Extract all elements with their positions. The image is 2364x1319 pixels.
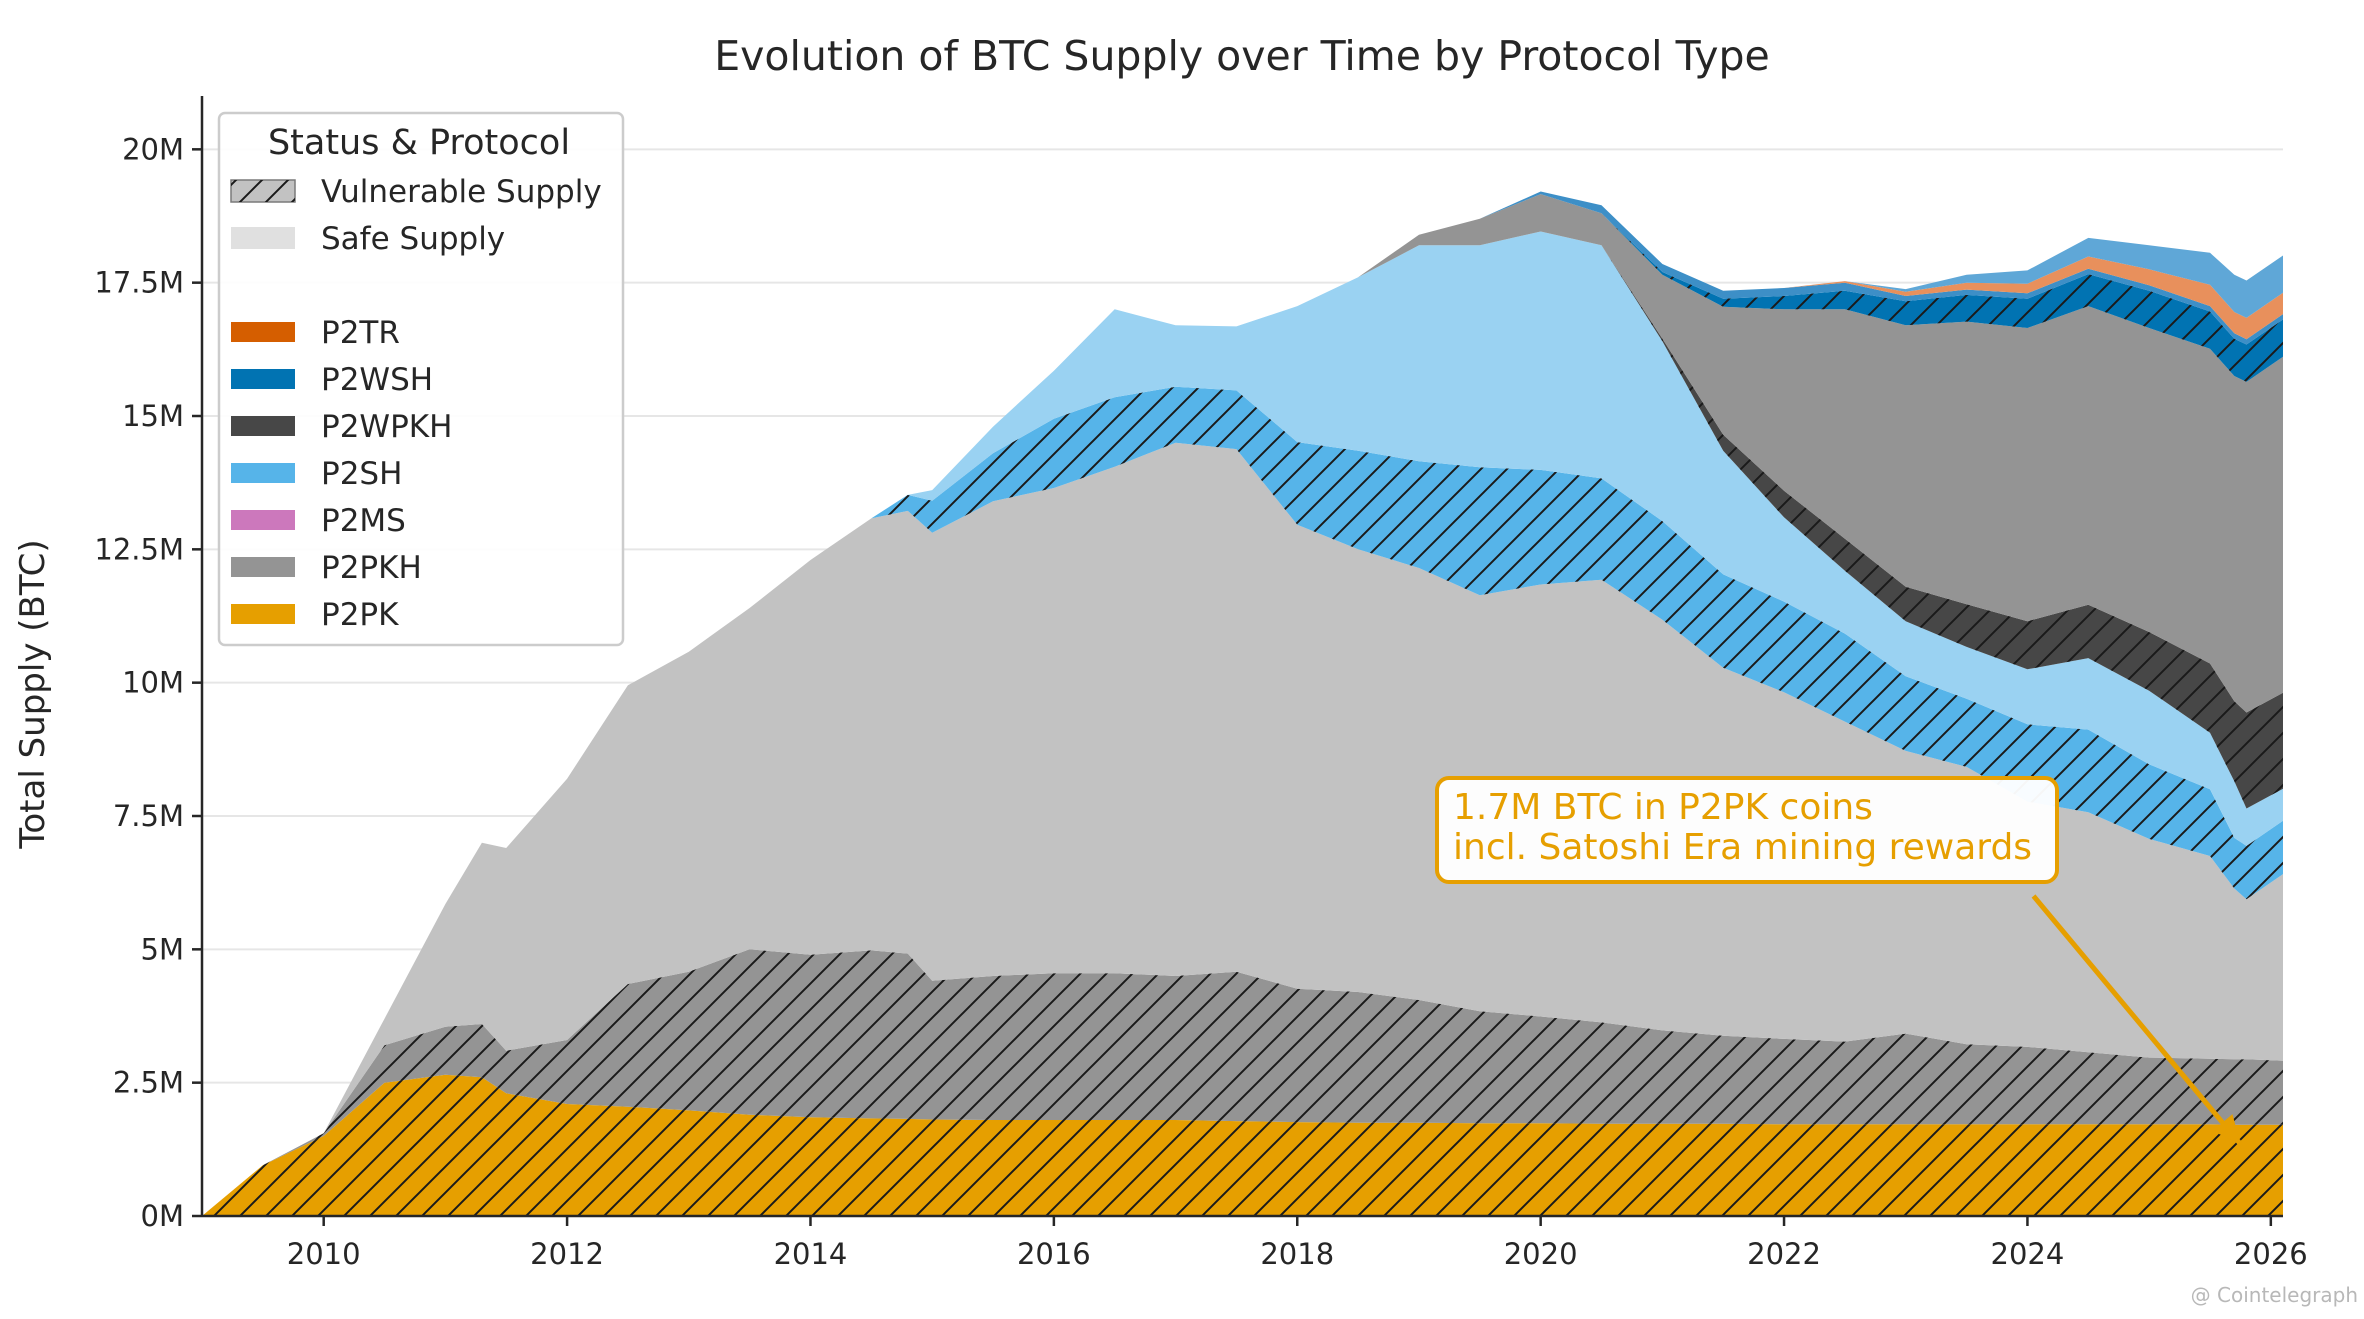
y-axis-label: Total Supply (BTC)	[13, 539, 53, 849]
area-p2pkh-safe	[202, 442, 2283, 1216]
y-tick-label: 10M	[122, 666, 184, 700]
legend-protocol-label: P2SH	[321, 456, 402, 492]
legend-patch-p2wpkh	[231, 416, 295, 436]
chart-title: Evolution of BTC Supply over Time by Pro…	[714, 32, 1770, 80]
x-tick-label: 2026	[2234, 1237, 2308, 1271]
annotation-arrowhead	[2212, 1114, 2241, 1144]
area-p2wpkh-vulnerable-hatch	[202, 231, 2283, 1216]
area-layer	[202, 191, 2283, 1217]
legend-protocol-label: P2WSH	[321, 362, 433, 398]
legend-protocol-label: P2PKH	[321, 550, 422, 586]
y-tick-label: 20M	[122, 132, 184, 166]
x-tick-label: 2014	[774, 1237, 848, 1271]
legend-patch-p2pk	[231, 604, 295, 624]
x-ticks: 2010 2012 2014 2016 2018 2020 2022 2024 2026	[287, 1216, 2308, 1271]
legend-patch-p2sh	[231, 463, 295, 483]
legend-patch-p2pkh	[231, 557, 295, 577]
credit-text: @ Cointelegraph	[2191, 1283, 2358, 1307]
legend-patch-safe	[231, 227, 295, 249]
area-p2pk-vulnerable-hatch	[202, 1074, 2283, 1216]
legend-patch-p2ms	[231, 510, 295, 530]
x-tick-label: 2022	[1747, 1237, 1821, 1271]
area-p2wpkh-safe	[202, 194, 2283, 1217]
y-tick-label: 7.5M	[113, 799, 184, 833]
x-tick-label: 2024	[1991, 1237, 2065, 1271]
legend-protocol-label: P2TR	[321, 315, 400, 351]
legend-patch-p2wsh	[231, 369, 295, 389]
legend-status-label: Safe Supply	[321, 221, 505, 257]
x-tick-label: 2010	[287, 1237, 361, 1271]
x-tick-label: 2012	[530, 1237, 604, 1271]
legend-status-label: Vulnerable Supply	[321, 174, 602, 210]
x-tick-label: 2016	[1017, 1237, 1091, 1271]
y-tick-label: 2.5M	[113, 1066, 184, 1100]
legend-patch-p2tr	[231, 322, 295, 342]
area-p2pkh-vulnerable-hatch	[202, 949, 2283, 1216]
y-tick-label: 12.5M	[94, 532, 184, 566]
legend-box	[217, 111, 625, 647]
area-p2sh-vulnerable-hatch	[202, 386, 2283, 1216]
legend-protocol-label: P2WPKH	[321, 409, 452, 445]
x-tick-label: 2020	[1504, 1237, 1578, 1271]
annotation-box	[1435, 776, 2059, 884]
legend: Status & Protocol Vulnerable Supply Safe S…	[217, 111, 625, 647]
annotation-line: incl. Satoshi Era mining rewards	[1453, 827, 2032, 868]
y-ticks: 0M 2.5M 5M 7.5M 10M 12.5M 15M 17.5M 20M	[94, 132, 202, 1233]
area-p2wsh-vulnerable-hatch	[202, 194, 2283, 1217]
x-tick-label: 2018	[1260, 1237, 1334, 1271]
y-tick-label: 0M	[141, 1199, 184, 1233]
legend-protocol-label: P2MS	[321, 503, 406, 539]
y-tick-label: 15M	[122, 399, 184, 433]
annotation-arrow	[2031, 894, 2243, 1146]
legend-title: Status & Protocol	[268, 123, 570, 163]
annotation-line: 1.7M BTC in P2PK coins	[1453, 787, 1873, 828]
legend-protocol-label: P2PK	[321, 597, 399, 633]
y-tick-label: 17.5M	[94, 266, 184, 300]
legend-patch-vulnerable-hatch	[231, 180, 295, 202]
y-tick-label: 5M	[141, 932, 184, 966]
